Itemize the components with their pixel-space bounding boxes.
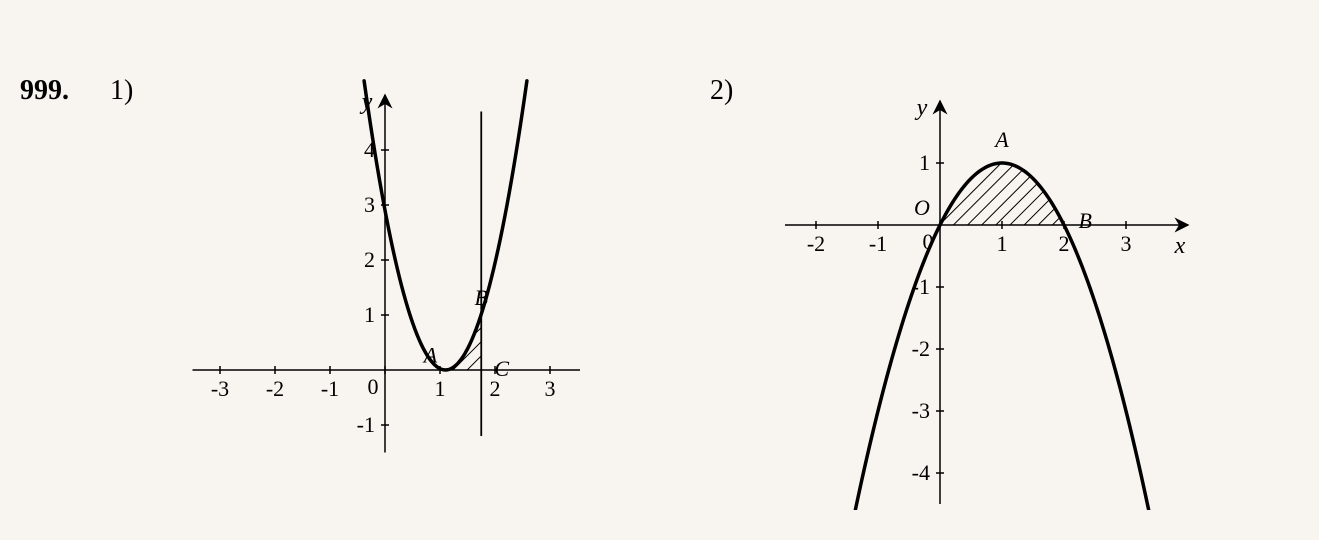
y-tick-label: -1 xyxy=(357,412,375,437)
y-tick-label: 1 xyxy=(364,302,375,327)
x-tick-label: -2 xyxy=(266,376,284,401)
y-tick-label: -2 xyxy=(912,336,930,361)
y-axis-label: y xyxy=(915,95,928,121)
subpart-1-label: 1) xyxy=(110,75,133,107)
x-tick-label: -3 xyxy=(211,376,229,401)
point-a-label: A xyxy=(422,342,438,367)
origin-zero: 0 xyxy=(368,374,379,399)
x-tick-label: 3 xyxy=(1121,231,1132,256)
point-b-label: B xyxy=(475,285,488,310)
x-tick-label: -1 xyxy=(321,376,339,401)
x-tick-label: 3 xyxy=(545,376,556,401)
y-tick-label: -3 xyxy=(912,398,930,423)
exercise-number: 999. xyxy=(20,75,69,107)
x-tick-label: -1 xyxy=(869,231,887,256)
point-b-label: B xyxy=(1078,208,1091,233)
y-axis-label: y xyxy=(360,89,373,115)
chart-2: -2-1123-4-3-2-110OyxAB xyxy=(750,60,1210,515)
y-tick-label: 2 xyxy=(364,247,375,272)
y-tick-label: -4 xyxy=(912,460,930,485)
origin-label: O xyxy=(914,195,930,220)
chart-1: -3-2-1123-112340yxABC xyxy=(140,60,580,485)
subpart-2-label: 2) xyxy=(710,75,733,107)
y-tick-label: 3 xyxy=(364,192,375,217)
x-axis-label: x xyxy=(1174,233,1186,259)
y-tick-label: 1 xyxy=(919,150,930,175)
point-a-label: A xyxy=(993,127,1009,152)
x-tick-label: -2 xyxy=(807,231,825,256)
x-tick-label: 1 xyxy=(435,376,446,401)
point-c-label: C xyxy=(494,356,509,381)
x-tick-label: 1 xyxy=(997,231,1008,256)
